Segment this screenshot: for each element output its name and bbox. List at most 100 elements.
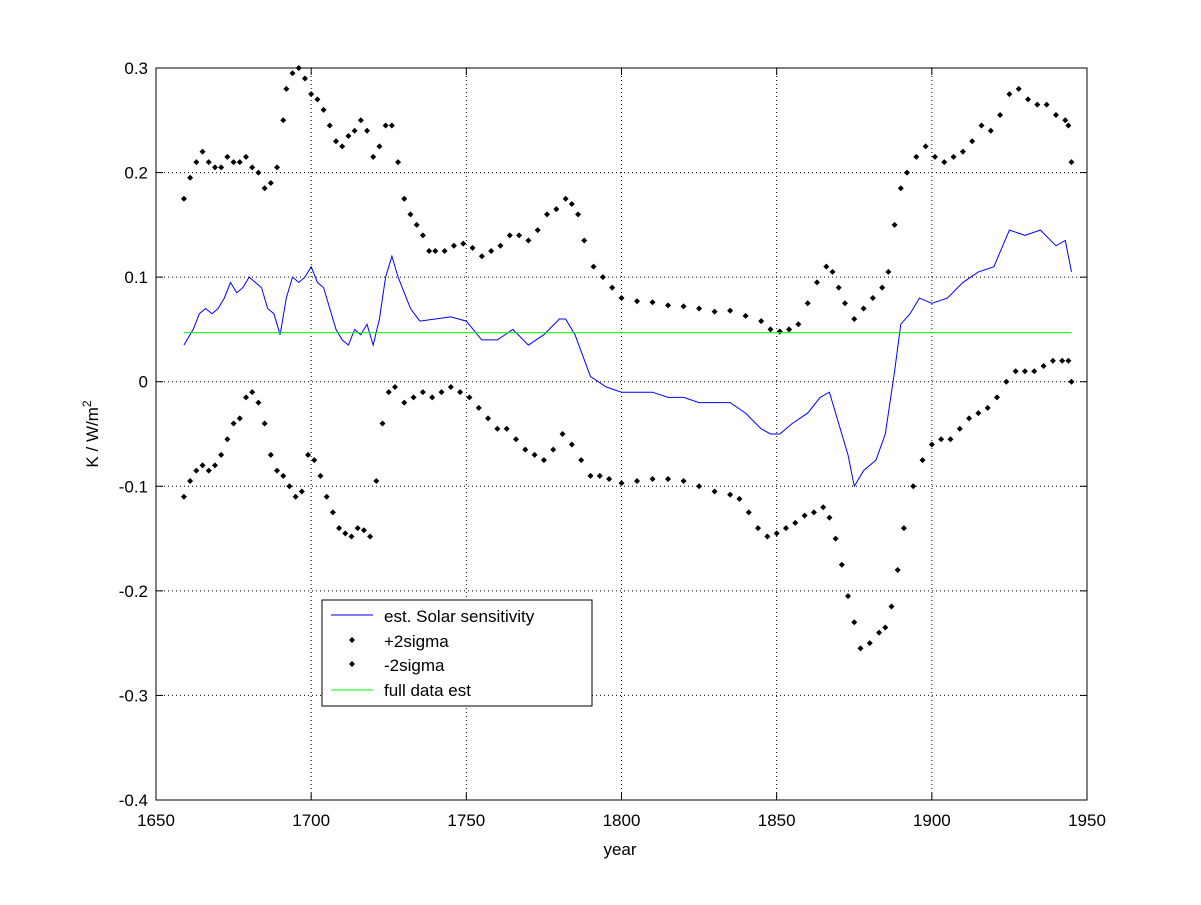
data-point xyxy=(969,138,976,145)
data-point xyxy=(345,132,352,139)
data-point xyxy=(193,467,200,474)
data-point xyxy=(199,148,206,155)
data-point xyxy=(792,519,799,526)
data-point xyxy=(618,295,625,302)
data-point xyxy=(838,561,845,568)
data-point xyxy=(354,525,361,532)
legend-swatch-minus2sigma xyxy=(349,661,355,667)
data-point xyxy=(332,138,339,145)
data-point xyxy=(211,462,218,469)
data-point xyxy=(224,436,231,443)
data-point xyxy=(522,446,529,453)
data-point xyxy=(568,200,575,207)
data-point xyxy=(457,389,464,396)
data-point xyxy=(947,436,954,443)
data-point xyxy=(727,307,734,314)
data-point xyxy=(922,143,929,150)
data-point xyxy=(820,504,827,511)
y-tick-label: -0.2 xyxy=(119,582,148,601)
data-point xyxy=(680,478,687,485)
data-point xyxy=(727,491,734,498)
y-tick-label: -0.4 xyxy=(119,791,148,810)
data-point xyxy=(841,300,848,307)
data-point xyxy=(1031,368,1038,375)
data-point xyxy=(829,268,836,275)
data-point xyxy=(606,475,613,482)
data-point xyxy=(562,195,569,202)
data-point xyxy=(950,153,957,160)
data-point xyxy=(587,472,594,479)
data-point xyxy=(364,127,371,134)
data-point xyxy=(931,153,938,160)
data-point xyxy=(910,483,917,490)
data-point xyxy=(193,159,200,166)
data-point xyxy=(419,389,426,396)
data-point xyxy=(559,431,566,437)
data-point xyxy=(758,318,765,325)
y-tick-label: 0.2 xyxy=(124,164,148,183)
data-point xyxy=(835,284,842,291)
data-point xyxy=(367,533,374,540)
data-point xyxy=(1003,378,1010,385)
data-point xyxy=(904,169,911,176)
data-point xyxy=(373,478,380,485)
data-point xyxy=(326,122,333,129)
data-point xyxy=(187,174,194,181)
data-point xyxy=(267,180,274,187)
x-tick-label: 1850 xyxy=(758,811,796,830)
series-line xyxy=(183,229,1072,488)
series-2 xyxy=(180,357,1075,652)
data-point xyxy=(503,425,510,432)
data-point xyxy=(745,509,752,516)
data-point xyxy=(795,321,802,328)
data-point xyxy=(823,263,830,270)
x-axis-label: year xyxy=(603,840,636,859)
data-point xyxy=(879,284,886,291)
data-point xyxy=(649,475,656,482)
data-point xyxy=(488,248,495,254)
data-point xyxy=(379,420,386,427)
y-tick-label: 0 xyxy=(139,373,148,392)
data-point xyxy=(786,326,793,333)
data-point xyxy=(494,425,501,432)
data-point xyxy=(599,274,606,281)
series-layer xyxy=(180,65,1075,652)
data-point xyxy=(339,143,346,150)
data-point xyxy=(575,211,582,218)
data-point xyxy=(413,221,420,228)
data-point xyxy=(305,451,312,458)
data-point xyxy=(211,164,218,171)
data-point xyxy=(1059,357,1066,364)
data-point xyxy=(475,404,482,411)
data-point xyxy=(665,302,672,309)
data-point xyxy=(866,640,873,647)
data-point xyxy=(869,295,876,302)
data-point xyxy=(512,436,519,443)
data-point xyxy=(249,389,256,396)
data-point xyxy=(814,279,821,286)
legend-label-fulldata: full data est xyxy=(384,681,471,700)
data-point xyxy=(419,232,426,239)
data-point xyxy=(1062,117,1069,124)
data-point xyxy=(618,480,625,487)
data-point xyxy=(894,566,901,573)
data-point xyxy=(426,248,433,254)
data-point xyxy=(360,527,367,534)
data-point xyxy=(429,394,436,401)
data-point xyxy=(286,483,293,490)
data-point xyxy=(230,159,237,166)
data-point xyxy=(804,300,811,307)
data-point xyxy=(224,153,231,160)
data-point xyxy=(1043,101,1050,108)
data-point xyxy=(590,263,597,270)
data-point xyxy=(376,143,383,150)
data-point xyxy=(609,284,616,291)
data-point xyxy=(634,478,641,485)
y-axis-label: K / W/m2 xyxy=(80,400,102,467)
legend-swatch-plus2sigma xyxy=(349,637,355,643)
data-point xyxy=(388,122,395,129)
data-point xyxy=(578,457,585,464)
data-point xyxy=(308,91,315,98)
data-point xyxy=(994,394,1001,401)
data-point xyxy=(959,148,966,155)
